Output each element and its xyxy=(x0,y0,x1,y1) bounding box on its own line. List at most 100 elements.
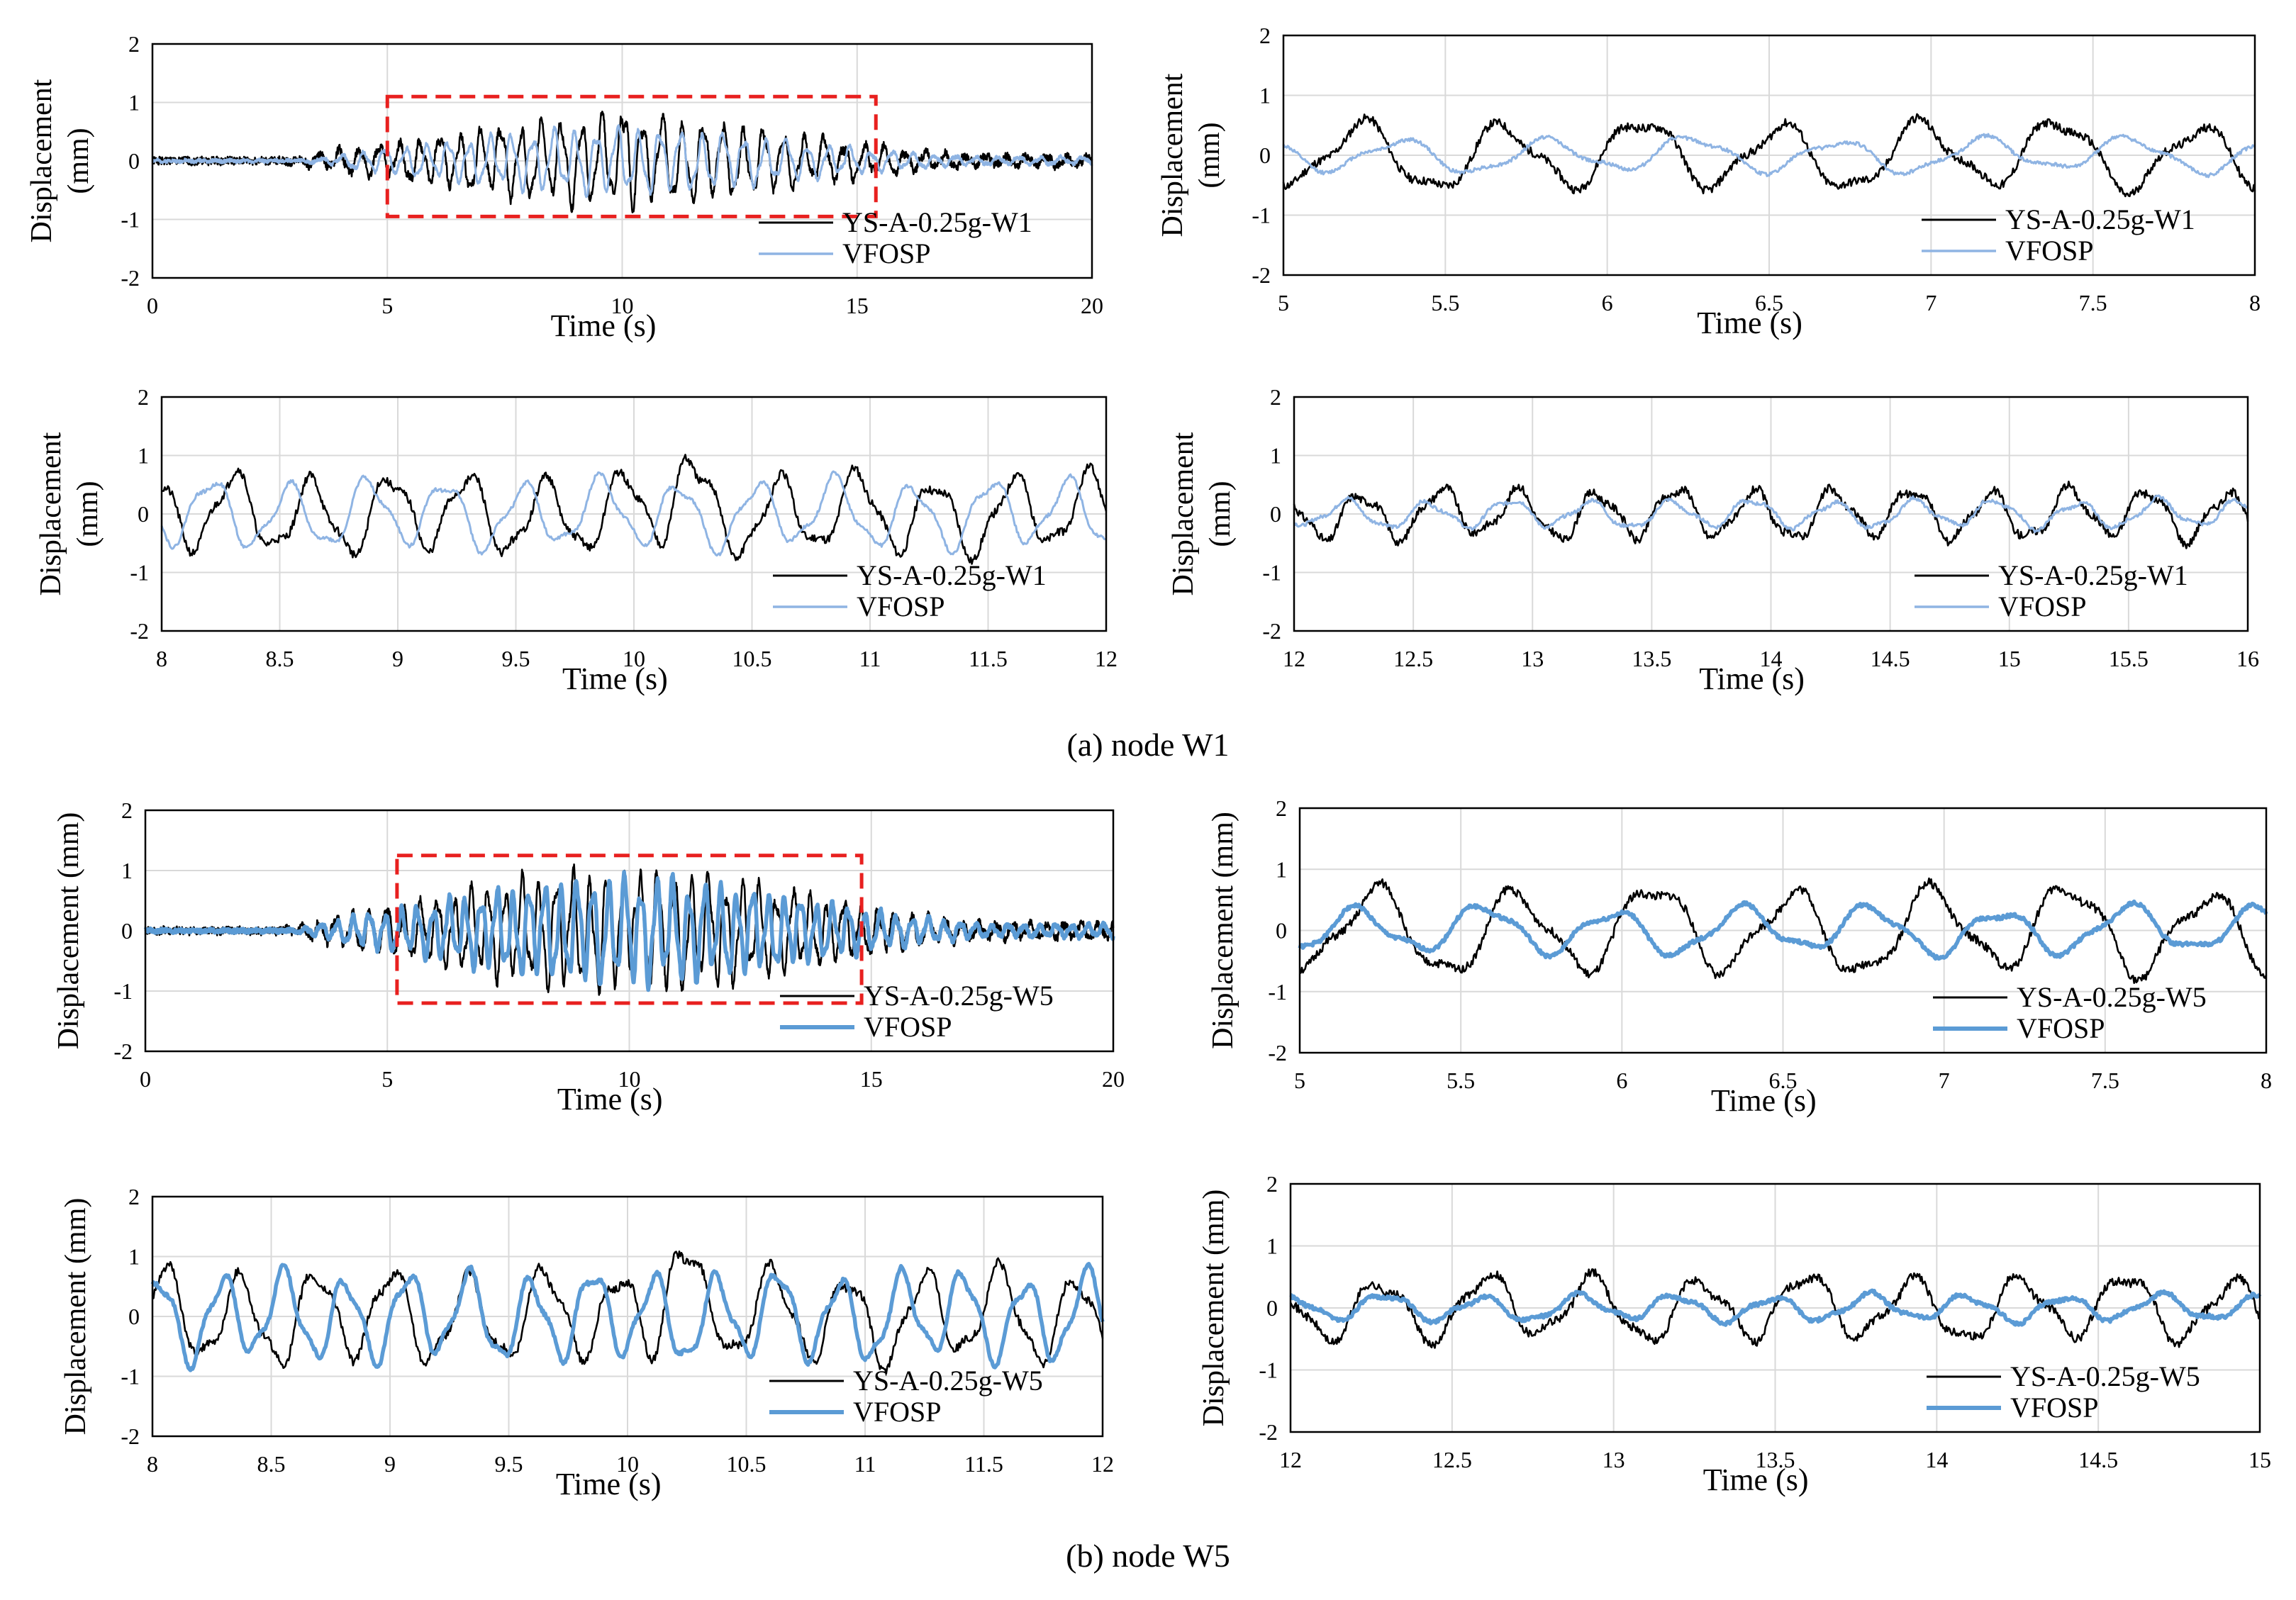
x-tick-label: 15 xyxy=(846,293,869,318)
y-tick-label: 2 xyxy=(138,384,149,410)
series-line-vfosp xyxy=(1289,1288,2262,1327)
plot-frame xyxy=(160,396,1108,632)
x-tick-label: 8 xyxy=(147,1451,158,1477)
caption-node-w5: (b) node W5 xyxy=(1066,1538,1230,1574)
plot-frame xyxy=(1289,1182,2261,1433)
y-tick-label: 0 xyxy=(128,1304,140,1329)
x-tick-label: 7.5 xyxy=(2091,1068,2119,1093)
x-tick-label: 11 xyxy=(854,1451,876,1477)
x-tick-label: 10 xyxy=(623,646,645,671)
y-tick-label: -1 xyxy=(1259,1358,1278,1383)
x-tick-label: 13.5 xyxy=(1632,646,1671,671)
y-axis-label: Displacement xyxy=(1157,73,1189,237)
y-tick-label: -1 xyxy=(130,560,149,586)
x-tick-label: 14.5 xyxy=(2078,1447,2118,1472)
legend-label-vfosp: VFOSP xyxy=(2005,235,2094,267)
y-tick-label: 1 xyxy=(1276,856,1287,882)
y-axis-label: (mm) xyxy=(1204,481,1237,547)
x-axis-label: Time (s) xyxy=(1699,661,1805,696)
x-tick-label: 8 xyxy=(156,646,167,671)
y-tick-label: 1 xyxy=(121,858,133,883)
plot-frame xyxy=(1298,807,2268,1054)
y-tick-label: 1 xyxy=(138,443,149,469)
series-line-test xyxy=(151,111,1093,213)
x-axis-label: Time (s) xyxy=(551,308,657,343)
x-tick-label: 12 xyxy=(1095,646,1118,671)
y-tick-label: 0 xyxy=(1259,142,1271,168)
y-tick-label: 0 xyxy=(1276,918,1287,944)
x-tick-label: 20 xyxy=(1081,293,1103,318)
x-tick-label: 20 xyxy=(1102,1066,1125,1092)
x-tick-label: 9 xyxy=(384,1451,396,1477)
x-tick-label: 10.5 xyxy=(727,1451,767,1477)
legend-label-vfosp: VFOSP xyxy=(2010,1392,2099,1423)
y-axis-label: Displacement (mm) xyxy=(1207,812,1239,1049)
y-axis-label: Displacement xyxy=(35,432,67,595)
x-tick-label: 10 xyxy=(618,1066,641,1092)
x-tick-label: 5.5 xyxy=(1431,290,1459,315)
highlight-window xyxy=(395,854,864,1005)
series-line-test xyxy=(1289,1268,2261,1349)
x-axis-label: Time (s) xyxy=(556,1467,662,1501)
x-tick-label: 6 xyxy=(1616,1068,1627,1093)
legend-label-vfosp: VFOSP xyxy=(842,237,931,269)
x-tick-label: 5.5 xyxy=(1447,1068,1475,1093)
series-line-test xyxy=(1293,481,2249,549)
x-tick-label: 14 xyxy=(1925,1447,1948,1472)
series-line-vfosp xyxy=(1298,899,2268,961)
x-tick-label: 6 xyxy=(1602,290,1613,315)
x-tick-label: 8.5 xyxy=(257,1451,286,1477)
legend-label-vfosp: VFOSP xyxy=(857,591,945,622)
y-axis-label: Displacement (mm) xyxy=(60,1198,92,1436)
y-tick-label: -2 xyxy=(113,1039,133,1064)
series-line-test xyxy=(1282,113,2256,198)
series-line-vfosp xyxy=(150,1262,1105,1372)
y-tick-label: 2 xyxy=(1276,795,1287,821)
legend-label-vfosp: VFOSP xyxy=(2017,1012,2105,1044)
series-line-vfosp xyxy=(143,870,1115,992)
plot-frame xyxy=(1293,396,2249,632)
x-tick-label: 16 xyxy=(2236,646,2259,671)
legend-label-test: YS-A-0.25g-W1 xyxy=(1998,559,2188,591)
x-tick-label: 12 xyxy=(1091,1451,1114,1477)
x-tick-label: 0 xyxy=(147,293,158,318)
y-tick-label: 2 xyxy=(1266,1171,1278,1197)
y-tick-label: -2 xyxy=(121,1423,140,1449)
x-tick-label: 9.5 xyxy=(502,646,530,671)
legend-label-test: YS-A-0.25g-W1 xyxy=(2005,203,2195,235)
series-line-test xyxy=(1298,877,2268,984)
series-line-vfosp xyxy=(151,124,1093,198)
y-tick-label: 1 xyxy=(128,1244,140,1270)
x-tick-label: 5 xyxy=(1294,1068,1305,1093)
x-tick-label: 11 xyxy=(859,646,881,671)
x-axis-label: Time (s) xyxy=(557,1082,663,1117)
x-tick-label: 7.5 xyxy=(2079,290,2107,315)
y-tick-label: 1 xyxy=(1270,443,1281,469)
series-line-test xyxy=(161,454,1108,565)
x-tick-label: 10 xyxy=(616,1451,639,1477)
y-tick-label: -2 xyxy=(1259,1419,1278,1445)
x-tick-label: 7 xyxy=(1925,290,1936,315)
legend-label-test: YS-A-0.25g-W5 xyxy=(2010,1360,2200,1392)
y-tick-label: -2 xyxy=(1252,262,1271,288)
y-tick-label: -2 xyxy=(130,618,149,644)
chart-w1-full: 0 5 10 15 20 -2 -1 0 1 2 Time (s) Displacement (mm) Y… xyxy=(26,31,1103,343)
y-axis-label: (mm) xyxy=(72,481,104,547)
y-tick-label: 1 xyxy=(128,90,140,116)
caption-node-w1: (a) node W1 xyxy=(1066,727,1230,763)
chart-w5-5-8: 5 5.5 6 6.5 7 7.5 8 -2 -1 0 1 2 Time (s) Displacement… xyxy=(1207,795,2272,1118)
x-tick-label: 12.5 xyxy=(1432,1447,1472,1472)
y-tick-label: 2 xyxy=(1259,23,1271,48)
y-tick-label: 2 xyxy=(128,31,140,57)
x-tick-label: 5 xyxy=(1278,290,1289,315)
x-tick-label: 0 xyxy=(140,1066,151,1092)
x-tick-label: 15 xyxy=(860,1066,883,1092)
x-tick-label: 14 xyxy=(1760,646,1783,671)
x-tick-label: 6.5 xyxy=(1755,290,1783,315)
x-tick-label: 15 xyxy=(1998,646,2021,671)
y-tick-label: 0 xyxy=(121,918,133,944)
y-tick-label: -1 xyxy=(121,207,140,233)
legend-label-test: YS-A-0.25g-W5 xyxy=(2017,981,2207,1013)
